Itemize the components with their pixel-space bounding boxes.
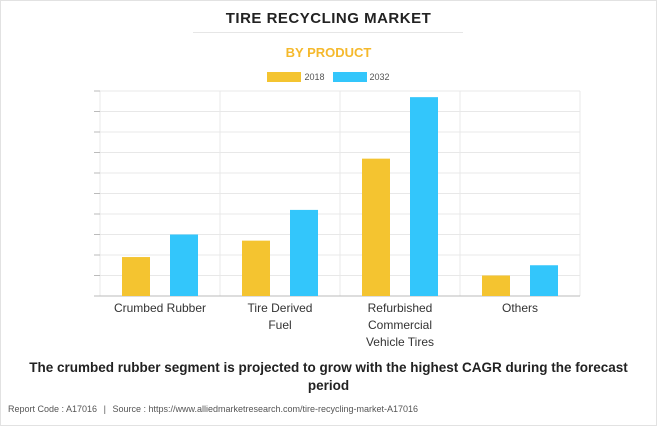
legend-label-2018: 2018 [304,72,325,82]
x-tick-label: Others [455,300,585,317]
footer-separator: | [103,404,106,414]
x-tick-label-line: Fuel [268,318,292,332]
bar-2032-0 [170,234,198,296]
x-tick-label: Refurbished Commercial Vehicle Tires [335,300,465,351]
x-tick-label: Tire Derived Fuel [215,300,345,334]
source-text: Source : https://www.alliedmarketresearc… [112,404,419,414]
x-tick-label-line: Others [501,301,538,315]
x-tick-label-line: Crumbed Rubber [113,301,207,315]
chart-caption: The crumbed rubber segment is projected … [29,360,628,393]
bar-2018-2 [362,158,390,296]
legend-item-2032: 2032 [332,72,390,82]
legend-swatch-2018 [267,72,302,82]
x-tick-label-line: Refurbished Commercial [367,301,433,332]
bar-2018-3 [482,275,510,296]
footer: Report Code : A17016 | Source : https://… [8,404,418,414]
chart-subtitle: BY PRODUCT [285,45,372,60]
x-tick-label-line: Vehicle Tires [365,335,435,349]
x-tick-label: Crumbed Rubber [95,300,225,317]
bar-2032-3 [530,265,558,296]
bar-2032-2 [410,97,438,297]
bar-2018-0 [122,257,150,296]
chart-title: TIRE RECYCLING MARKET [225,10,432,27]
x-tick-label-line: Tire Derived [247,301,313,315]
legend-label-2032: 2032 [369,72,390,82]
legend-swatch-2032 [332,72,367,82]
report-code: Report Code : A17016 [8,404,98,414]
title-divider [193,32,463,33]
bar-2018-1 [242,240,270,296]
legend: 2018 2032 [0,72,657,82]
legend-item-2018: 2018 [267,72,325,82]
bar-2032-1 [290,209,318,296]
